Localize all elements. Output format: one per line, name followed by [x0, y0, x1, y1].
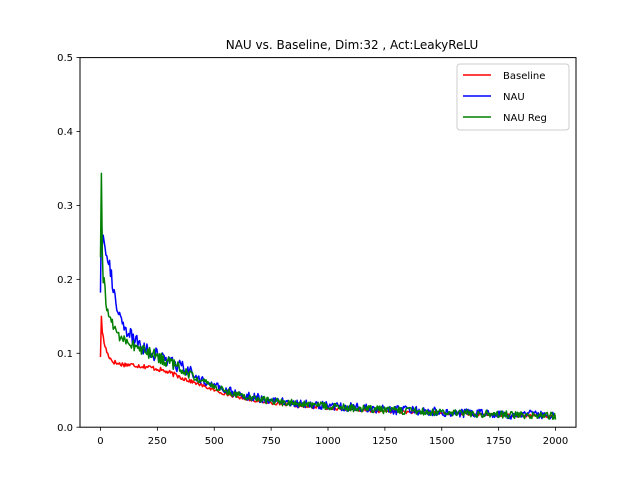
y-tick-label: 0.1	[57, 349, 73, 360]
x-tick-label: 2000	[543, 436, 568, 447]
x-tick-label: 1750	[486, 436, 511, 447]
y-tick-label: 0.4	[57, 127, 73, 138]
legend: Baseline NAU NAU Reg	[456, 63, 570, 131]
x-tick-label: 750	[262, 436, 281, 447]
legend-label: NAU Reg	[503, 113, 547, 124]
legend-label: Baseline	[503, 71, 545, 82]
x-tick-label: 0	[97, 436, 103, 447]
y-tick-label: 0.0	[57, 423, 73, 434]
x-tick-label: 500	[205, 436, 224, 447]
x-tick-label: 1500	[429, 436, 454, 447]
y-tick-label: 0.3	[57, 201, 73, 212]
series-layer	[99, 172, 557, 420]
y-tick-label: 0.5	[57, 53, 73, 64]
series-line-nau-reg	[99, 172, 557, 420]
legend-box	[456, 63, 570, 131]
x-tick-label: 1000	[315, 436, 340, 447]
y-tick-label: 0.2	[57, 275, 73, 286]
chart-title: NAU vs. Baseline, Dim:32 , Act:LeakyReLU	[226, 38, 479, 52]
x-axis: 0 250 500 750 1000 1250 1500 1750 2000	[97, 427, 568, 447]
legend-label: NAU	[503, 92, 525, 103]
y-axis: 0.0 0.1 0.2 0.3 0.4 0.5	[57, 53, 80, 434]
x-tick-label: 1250	[372, 436, 397, 447]
x-tick-label: 250	[148, 436, 167, 447]
series-line-nau	[99, 212, 556, 420]
